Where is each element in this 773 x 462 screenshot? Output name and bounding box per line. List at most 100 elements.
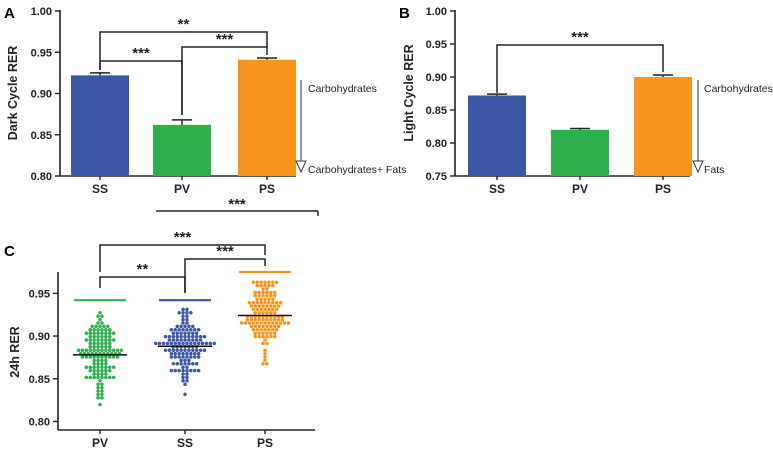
c-point-ss bbox=[185, 314, 189, 318]
c-point-ps bbox=[273, 317, 277, 322]
c-point-ps bbox=[259, 297, 263, 301]
c-point-pv bbox=[98, 311, 102, 315]
c-point-ps bbox=[259, 328, 263, 332]
c-point-ss bbox=[196, 328, 201, 332]
c-point-ss bbox=[204, 341, 209, 346]
c-point-pv bbox=[96, 341, 100, 346]
c-point-ss bbox=[191, 348, 195, 352]
c-point-ps bbox=[261, 304, 265, 308]
c-point-pv bbox=[96, 382, 100, 386]
c-point-ps bbox=[261, 290, 265, 295]
c-point-ps bbox=[267, 297, 271, 301]
c-point-ss bbox=[185, 321, 189, 325]
panel-c-ylabel: 24h RER bbox=[8, 326, 22, 377]
c-point-ss bbox=[189, 341, 193, 346]
c-point-ss bbox=[187, 334, 191, 339]
c-point-pv bbox=[96, 362, 100, 366]
c-point-pv bbox=[92, 355, 96, 359]
c-point-ss bbox=[175, 334, 179, 339]
c-point-ps bbox=[273, 290, 277, 295]
c-point-ss bbox=[179, 334, 183, 339]
c-point-pv bbox=[80, 348, 85, 352]
c-point-pv bbox=[92, 368, 96, 373]
c-point-ps bbox=[261, 331, 265, 335]
c-point-ss bbox=[179, 348, 183, 352]
c-point-ss bbox=[165, 341, 170, 346]
c-point-ss bbox=[183, 334, 187, 339]
c-point-pv bbox=[92, 334, 96, 339]
c-point-pv bbox=[96, 334, 100, 339]
c-point-ss bbox=[181, 321, 185, 325]
c-point-ps bbox=[253, 334, 257, 339]
b-ytick-label-5: 1.00 bbox=[426, 6, 447, 18]
c-point-ps bbox=[247, 321, 252, 325]
c-point-ss bbox=[175, 331, 179, 335]
c-point-ps bbox=[263, 328, 267, 332]
c-point-ss bbox=[193, 355, 197, 359]
c-point-ps bbox=[255, 280, 259, 284]
c-point-ps bbox=[251, 307, 256, 312]
c-point-ss bbox=[181, 365, 185, 369]
c-point-ps bbox=[263, 351, 267, 356]
c-point-pv bbox=[98, 379, 102, 383]
c-point-pv bbox=[84, 338, 89, 342]
c-point-ss bbox=[185, 368, 189, 373]
c-point-ps bbox=[255, 283, 259, 288]
c-point-ss bbox=[187, 331, 191, 335]
panel-a-ylabel: Dark Cycle RER bbox=[6, 46, 20, 141]
c-point-ps bbox=[263, 338, 267, 342]
c-point-pv bbox=[80, 355, 85, 359]
c-point-ps bbox=[239, 321, 244, 325]
c-point-ss bbox=[187, 358, 191, 363]
c-point-ss bbox=[194, 338, 199, 342]
c-point-pv bbox=[96, 372, 100, 376]
panel-b-arrow-head bbox=[692, 160, 704, 174]
c-point-ps bbox=[251, 321, 256, 325]
c-point-ps bbox=[271, 307, 275, 312]
c-point-ss bbox=[179, 331, 183, 335]
c-point-pv bbox=[100, 345, 104, 349]
c-ytick-label-2: 0.90 bbox=[29, 331, 50, 343]
c-point-ss bbox=[202, 348, 207, 352]
c-point-ss bbox=[189, 311, 193, 315]
c-point-ps bbox=[267, 300, 271, 305]
c-point-pv bbox=[92, 348, 96, 352]
c-point-ss bbox=[185, 341, 189, 346]
c-point-ps bbox=[276, 317, 281, 322]
c-point-ss bbox=[198, 338, 203, 342]
c-point-pv bbox=[111, 331, 116, 335]
c-point-ss bbox=[196, 351, 201, 356]
c-point-ps bbox=[273, 334, 277, 339]
c-point-pv bbox=[115, 348, 120, 352]
c-point-ps bbox=[261, 287, 265, 291]
c-point-ps bbox=[257, 324, 261, 329]
c-point-ss bbox=[194, 334, 199, 339]
c-point-ps bbox=[251, 328, 256, 332]
c-point-ss bbox=[169, 328, 174, 332]
c-point-ps bbox=[243, 321, 248, 325]
c-point-ps bbox=[269, 294, 273, 298]
c-point-ss bbox=[196, 355, 201, 359]
c-point-ss bbox=[189, 355, 193, 359]
c-point-ss bbox=[198, 348, 203, 352]
c-point-ss bbox=[193, 368, 197, 373]
b-ytick-label-4: 0.95 bbox=[426, 39, 447, 51]
c-point-ss bbox=[189, 351, 193, 356]
c-point-pv bbox=[96, 314, 100, 318]
panel-a-arrow-top-label: Carbohydrates bbox=[308, 83, 377, 95]
c-point-pv bbox=[84, 348, 89, 352]
c-point-ps bbox=[265, 334, 269, 339]
c-point-ps bbox=[276, 304, 281, 308]
c-point-ss bbox=[191, 338, 195, 342]
c-point-ss bbox=[161, 341, 166, 346]
c-point-pv bbox=[108, 341, 112, 346]
c-point-ss bbox=[193, 328, 197, 332]
c-point-pv bbox=[96, 355, 100, 359]
c-ytick-label-1: 0.85 bbox=[29, 374, 50, 386]
c-point-pv bbox=[111, 338, 116, 342]
c-point-pv bbox=[104, 365, 108, 369]
panel-b-arrow-top-label: Carbohydrates bbox=[704, 83, 773, 95]
c-point-pv bbox=[96, 396, 100, 400]
c-point-ps bbox=[263, 300, 267, 305]
panel-a-bottom-sig-label: *** bbox=[228, 196, 246, 213]
